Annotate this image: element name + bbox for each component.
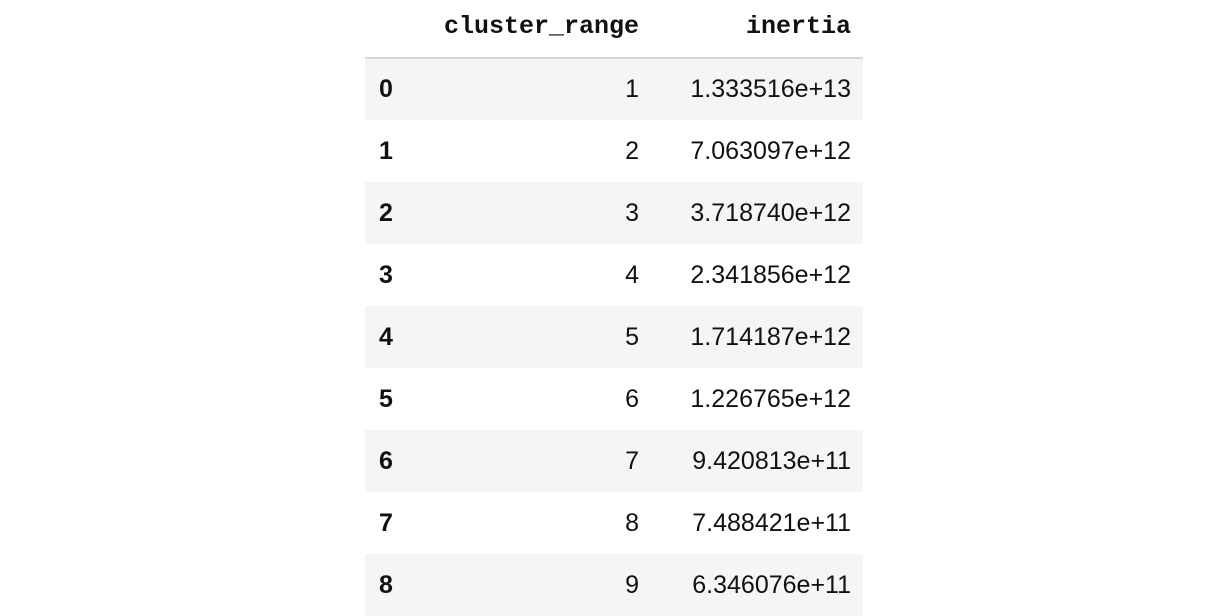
row-index: 5 (379, 384, 393, 413)
row-index: 7 (379, 508, 393, 537)
table-row: 5 6 1.226765e+12 (365, 368, 863, 430)
table-body: 0 1 1.333516e+13 1 2 7.063097e+12 2 3 3.… (365, 58, 863, 616)
table-row: 7 8 7.488421e+11 (365, 492, 863, 554)
table-row: 1 2 7.063097e+12 (365, 120, 863, 182)
column-header-inertia: inertia (745, 12, 851, 41)
cell-cluster-range: 8 (625, 508, 639, 537)
row-index: 8 (379, 570, 393, 599)
cell-cluster-range: 1 (625, 75, 639, 103)
cell-cluster-range: 5 (625, 322, 639, 351)
cell-cluster-range: 9 (625, 570, 639, 599)
cell-inertia: 7.063097e+12 (690, 136, 851, 165)
cell-inertia: 3.718740e+12 (690, 198, 851, 227)
dataframe-output: cluster_range inertia 0 1 1.333516e+13 1… (365, 0, 863, 616)
cell-inertia: 1.333516e+13 (690, 75, 851, 103)
cell-inertia: 6.346076e+11 (692, 570, 851, 599)
cell-inertia: 1.226765e+12 (690, 384, 851, 413)
row-index: 0 (379, 75, 393, 103)
column-header-cluster-range: cluster_range (443, 12, 639, 41)
table-row: 4 5 1.714187e+12 (365, 306, 863, 368)
cell-cluster-range: 3 (625, 198, 639, 227)
header-row: cluster_range inertia (365, 0, 863, 58)
table-row: 8 9 6.346076e+11 (365, 554, 863, 616)
row-index: 2 (379, 198, 393, 227)
row-index: 1 (379, 136, 393, 165)
cell-cluster-range: 7 (625, 446, 639, 475)
table-row: 2 3 3.718740e+12 (365, 182, 863, 244)
table-row: 0 1 1.333516e+13 (365, 58, 863, 120)
index-header (365, 0, 413, 58)
row-index: 4 (379, 322, 393, 351)
cell-cluster-range: 6 (625, 384, 639, 413)
row-index: 6 (379, 446, 393, 475)
table-row: 3 4 2.341856e+12 (365, 244, 863, 306)
dataframe-table: cluster_range inertia 0 1 1.333516e+13 1… (365, 0, 863, 616)
cell-inertia: 7.488421e+11 (692, 508, 851, 537)
cell-inertia: 1.714187e+12 (690, 322, 851, 351)
table-row: 6 7 9.420813e+11 (365, 430, 863, 492)
row-index: 3 (379, 260, 393, 289)
cell-cluster-range: 2 (625, 136, 639, 165)
cell-cluster-range: 4 (625, 260, 639, 289)
table-header: cluster_range inertia (365, 0, 863, 58)
cell-inertia: 9.420813e+11 (692, 446, 851, 475)
cell-inertia: 2.341856e+12 (690, 260, 851, 289)
